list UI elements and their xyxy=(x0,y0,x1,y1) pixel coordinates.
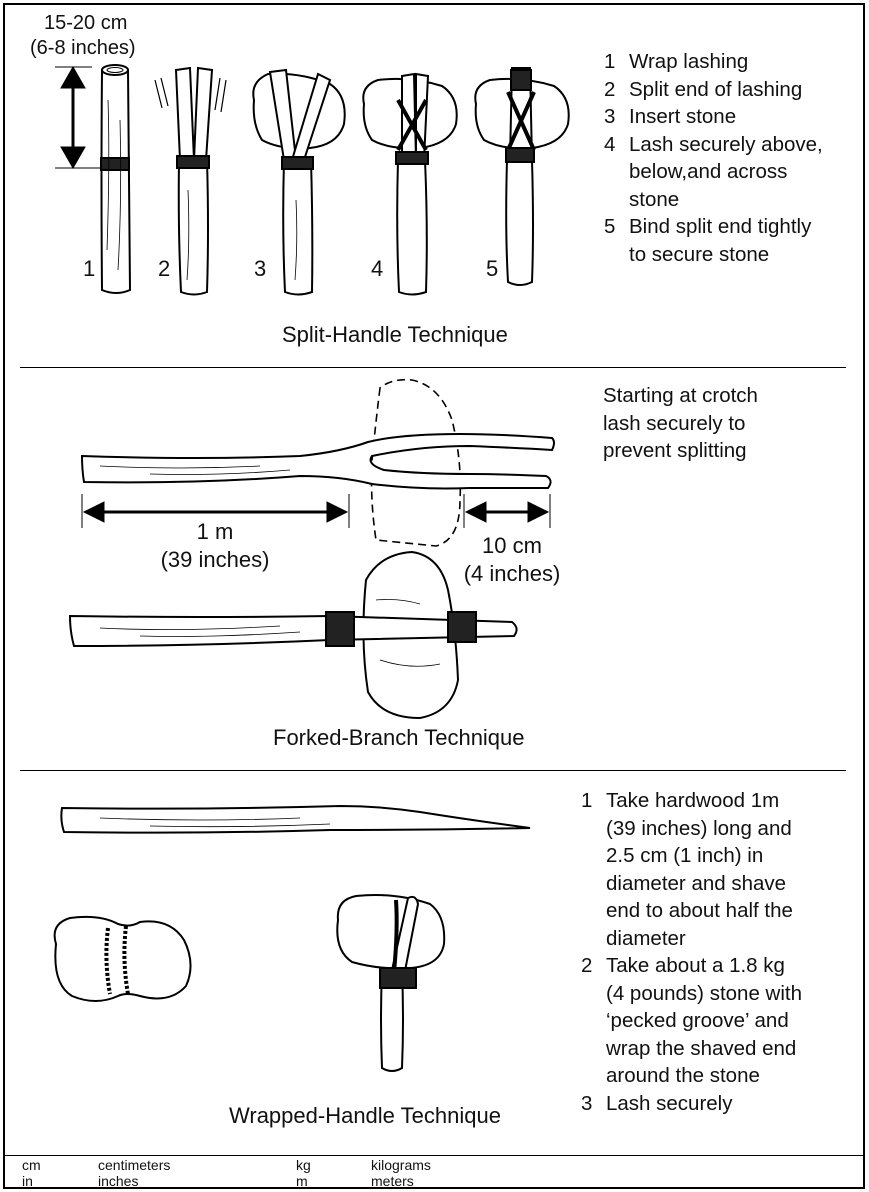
split-stick-1 xyxy=(100,64,132,294)
end-length-label-metric: 10 cm xyxy=(482,533,542,558)
split-step-number-5: 5 xyxy=(486,256,499,281)
step-number: 3 xyxy=(581,1091,593,1115)
step-number: 3 xyxy=(604,105,616,128)
step-number: 4 xyxy=(604,132,616,156)
legend-divider xyxy=(3,1155,865,1156)
list-item: 3 Insert stone xyxy=(604,103,823,131)
step-number: 5 xyxy=(604,215,616,238)
split-stick-5 xyxy=(474,67,570,286)
step-number: 1 xyxy=(604,50,616,73)
split-step-number-1: 1 xyxy=(83,256,96,281)
split-handle-caption: Split-Handle Technique xyxy=(282,322,508,347)
step-number: 2 xyxy=(604,77,616,101)
list-item: 5 Bind split end tightly to secure stone xyxy=(604,213,823,268)
list-item: 3 Lash securely xyxy=(581,1090,802,1118)
legend-abbr-in: in xyxy=(22,1173,33,1189)
step-text: Insert stone xyxy=(629,105,737,128)
shaved-hardwood-stick xyxy=(60,804,531,834)
list-item: 4 Lash securely above, below,and across s… xyxy=(604,131,823,214)
section-divider xyxy=(20,770,846,771)
step-text: Take about a 1.8 kg (4 pounds) stone wit… xyxy=(606,954,803,1087)
step-text: Bind split end tightly to secure stone xyxy=(629,215,812,266)
forked-branch-caption: Forked-Branch Technique xyxy=(273,725,525,750)
legend-abbr-kg: kg xyxy=(296,1157,311,1173)
wrapped-handle-assembly xyxy=(336,894,446,1072)
size-label-cm: 15-20 cm xyxy=(44,12,128,34)
end-length-label: 10 cm (4 inches) xyxy=(452,532,572,588)
end-length-label-imperial: (4 inches) xyxy=(463,561,561,586)
legend-abbr-m: m xyxy=(296,1173,308,1189)
split-stick-3 xyxy=(252,68,346,296)
length-label-imperial: (39 inches) xyxy=(160,547,270,572)
step-text: Take hardwood 1m (39 inches) long and 2.… xyxy=(606,789,793,950)
legend-meaning-cm: centimeters xyxy=(98,1157,171,1173)
wrapped-handle-caption: Wrapped-Handle Technique xyxy=(229,1103,501,1128)
split-steps-list: 1 Wrap lashing 2 Split end of lashing 3 Ins… xyxy=(604,48,823,268)
split-stick-4 xyxy=(362,72,458,296)
length-arrows xyxy=(81,494,551,528)
split-stick-2 xyxy=(154,66,227,296)
legend-abbr-cm: cm xyxy=(22,1157,41,1173)
list-item: 1 Wrap lashing xyxy=(604,48,823,76)
size-label-inches: (6-8 inches) xyxy=(30,37,136,59)
split-step-number-4: 4 xyxy=(371,256,384,281)
step-text: Lash securely xyxy=(606,1091,733,1115)
list-item: 2 Take about a 1.8 kg (4 pounds) stone wi… xyxy=(581,952,802,1090)
split-step-number-2: 2 xyxy=(158,256,171,281)
dashed-stone-outline xyxy=(370,378,462,547)
legend-meaning-kg: kilograms xyxy=(371,1157,431,1173)
split-step-number-3: 3 xyxy=(254,256,267,281)
step-number: 2 xyxy=(581,954,593,977)
legend-meaning-m: meters xyxy=(371,1173,414,1189)
step-number: 1 xyxy=(581,789,593,812)
section-divider xyxy=(20,367,846,368)
length-label-metric: 1 m xyxy=(196,519,234,544)
forked-branch-lashed xyxy=(68,550,518,720)
step-text: Split end of lashing xyxy=(629,77,803,101)
list-item: 2 Split end of lashing xyxy=(604,76,823,104)
list-item: 1 Take hardwood 1m (39 inches) long and 2… xyxy=(581,787,802,952)
step-text: Wrap lashing xyxy=(629,50,749,73)
wrapped-steps-list: 1 Take hardwood 1m (39 inches) long and 2… xyxy=(581,787,802,1117)
step-text: Lash securely above, below,and across st… xyxy=(629,132,823,211)
forked-branch-top xyxy=(80,432,555,490)
grooved-stone xyxy=(53,915,192,1002)
legend-meaning-in: inches xyxy=(98,1173,139,1189)
length-label: 1 m (39 inches) xyxy=(150,518,280,574)
figure-frame xyxy=(3,3,865,1189)
size-arrow xyxy=(55,65,100,170)
forked-note: Starting at crotch lash securely to prev… xyxy=(603,384,758,462)
